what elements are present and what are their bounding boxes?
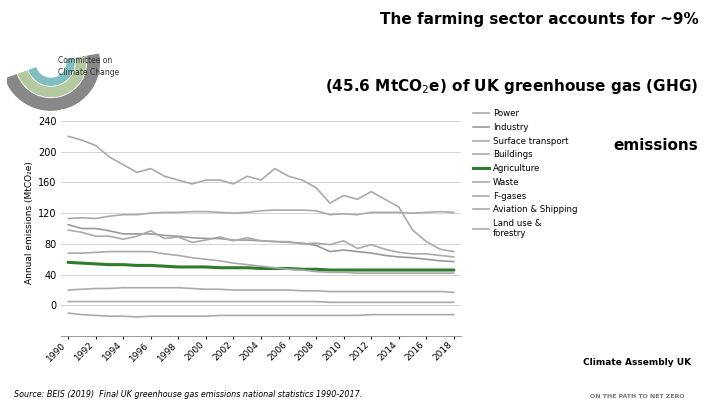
Wedge shape — [19, 57, 86, 96]
Text: The farming sector accounts for ~9%: The farming sector accounts for ~9% — [379, 12, 698, 27]
Text: emissions: emissions — [613, 138, 698, 153]
Wedge shape — [6, 54, 99, 110]
Text: ON THE PATH TO NET ZERO: ON THE PATH TO NET ZERO — [590, 394, 685, 399]
Text: Committee on
Climate Change: Committee on Climate Change — [58, 56, 119, 77]
Text: Source: BEIS (2019)  Final UK greenhouse gas emissions national statistics 1990-: Source: BEIS (2019) Final UK greenhouse … — [14, 390, 363, 399]
Wedge shape — [30, 59, 74, 85]
Legend: Power, Industry, Surface transport, Buildings, Agriculture, Waste, F-gases, Avia: Power, Industry, Surface transport, Buil… — [473, 109, 577, 239]
Text: (45.6 MtCO$_2$e) of UK greenhouse gas (GHG): (45.6 MtCO$_2$e) of UK greenhouse gas (G… — [325, 77, 698, 96]
Text: Climate Assembly UK: Climate Assembly UK — [583, 358, 691, 367]
Y-axis label: Annual emissions (MtCO₂e): Annual emissions (MtCO₂e) — [24, 161, 34, 284]
